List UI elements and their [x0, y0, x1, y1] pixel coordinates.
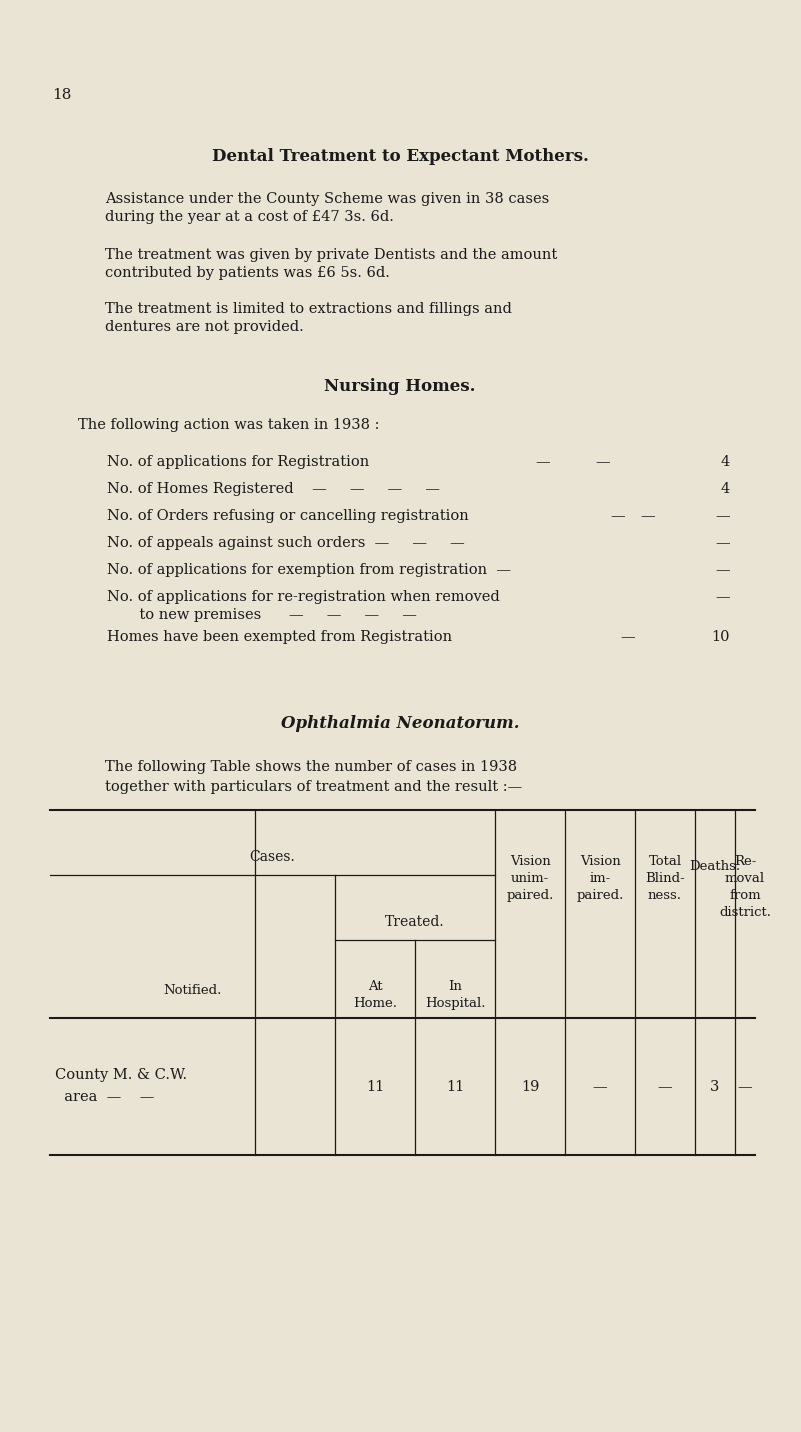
Text: At
Home.: At Home. [353, 979, 397, 1010]
Text: 4: 4 [721, 483, 730, 495]
Text: The following action was taken in 1938 :: The following action was taken in 1938 : [78, 418, 380, 432]
Text: area  —    —: area — — [55, 1090, 155, 1104]
Text: —: — [535, 455, 549, 470]
Text: County M. & C.W.: County M. & C.W. [55, 1068, 187, 1083]
Text: Treated.: Treated. [385, 915, 445, 929]
Text: No. of applications for Registration: No. of applications for Registration [107, 455, 369, 470]
Text: The treatment is limited to extractions and fillings and
dentures are not provid: The treatment is limited to extractions … [105, 302, 512, 335]
Text: Nursing Homes.: Nursing Homes. [324, 378, 476, 395]
Text: 4: 4 [721, 455, 730, 470]
Text: Homes have been exempted from Registration: Homes have been exempted from Registrati… [107, 630, 452, 644]
Text: —: — [640, 508, 654, 523]
Text: 11: 11 [446, 1080, 464, 1094]
Text: —: — [595, 455, 610, 470]
Text: Assistance under the County Scheme was given in 38 cases
during the year at a co: Assistance under the County Scheme was g… [105, 192, 549, 225]
Text: —: — [658, 1080, 672, 1094]
Text: —: — [620, 630, 634, 644]
Text: Notified.: Notified. [163, 984, 221, 997]
Text: No. of applications for exemption from registration  —: No. of applications for exemption from r… [107, 563, 511, 577]
Text: Vision
unim-
paired.: Vision unim- paired. [506, 855, 553, 902]
Text: 10: 10 [711, 630, 730, 644]
Text: —: — [715, 563, 730, 577]
Text: In
Hospital.: In Hospital. [425, 979, 485, 1010]
Text: No. of Orders refusing or cancelling registration: No. of Orders refusing or cancelling reg… [107, 508, 469, 523]
Text: No. of Homes Registered    —     —     —     —: No. of Homes Registered — — — — [107, 483, 440, 495]
Text: No. of applications for re-registration when removed
       to new premises     : No. of applications for re-registration … [107, 590, 500, 623]
Text: —: — [610, 508, 625, 523]
Text: 3: 3 [710, 1080, 719, 1094]
Text: —: — [715, 590, 730, 604]
Text: 18: 18 [52, 87, 71, 102]
Text: —: — [593, 1080, 607, 1094]
Text: Deaths.: Deaths. [690, 861, 741, 874]
Text: The treatment was given by private Dentists and the amount
contributed by patien: The treatment was given by private Denti… [105, 248, 557, 281]
Text: Dental Treatment to Expectant Mothers.: Dental Treatment to Expectant Mothers. [211, 147, 589, 165]
Text: Cases.: Cases. [249, 851, 295, 863]
Text: 19: 19 [521, 1080, 539, 1094]
Text: No. of appeals against such orders  —     —     —: No. of appeals against such orders — — — [107, 536, 465, 550]
Text: —: — [715, 536, 730, 550]
Text: Ophthalmia Neonatorum.: Ophthalmia Neonatorum. [280, 715, 519, 732]
Text: —: — [738, 1080, 752, 1094]
Text: 11: 11 [366, 1080, 384, 1094]
Text: —: — [715, 508, 730, 523]
Text: The following Table shows the number of cases in 1938: The following Table shows the number of … [105, 760, 517, 775]
Text: Total
Blind-
ness.: Total Blind- ness. [645, 855, 685, 902]
Text: Vision
im-
paired.: Vision im- paired. [576, 855, 624, 902]
Text: Re-
moval
from
district.: Re- moval from district. [719, 855, 771, 919]
Text: together with particulars of treatment and the result :—: together with particulars of treatment a… [105, 780, 522, 793]
